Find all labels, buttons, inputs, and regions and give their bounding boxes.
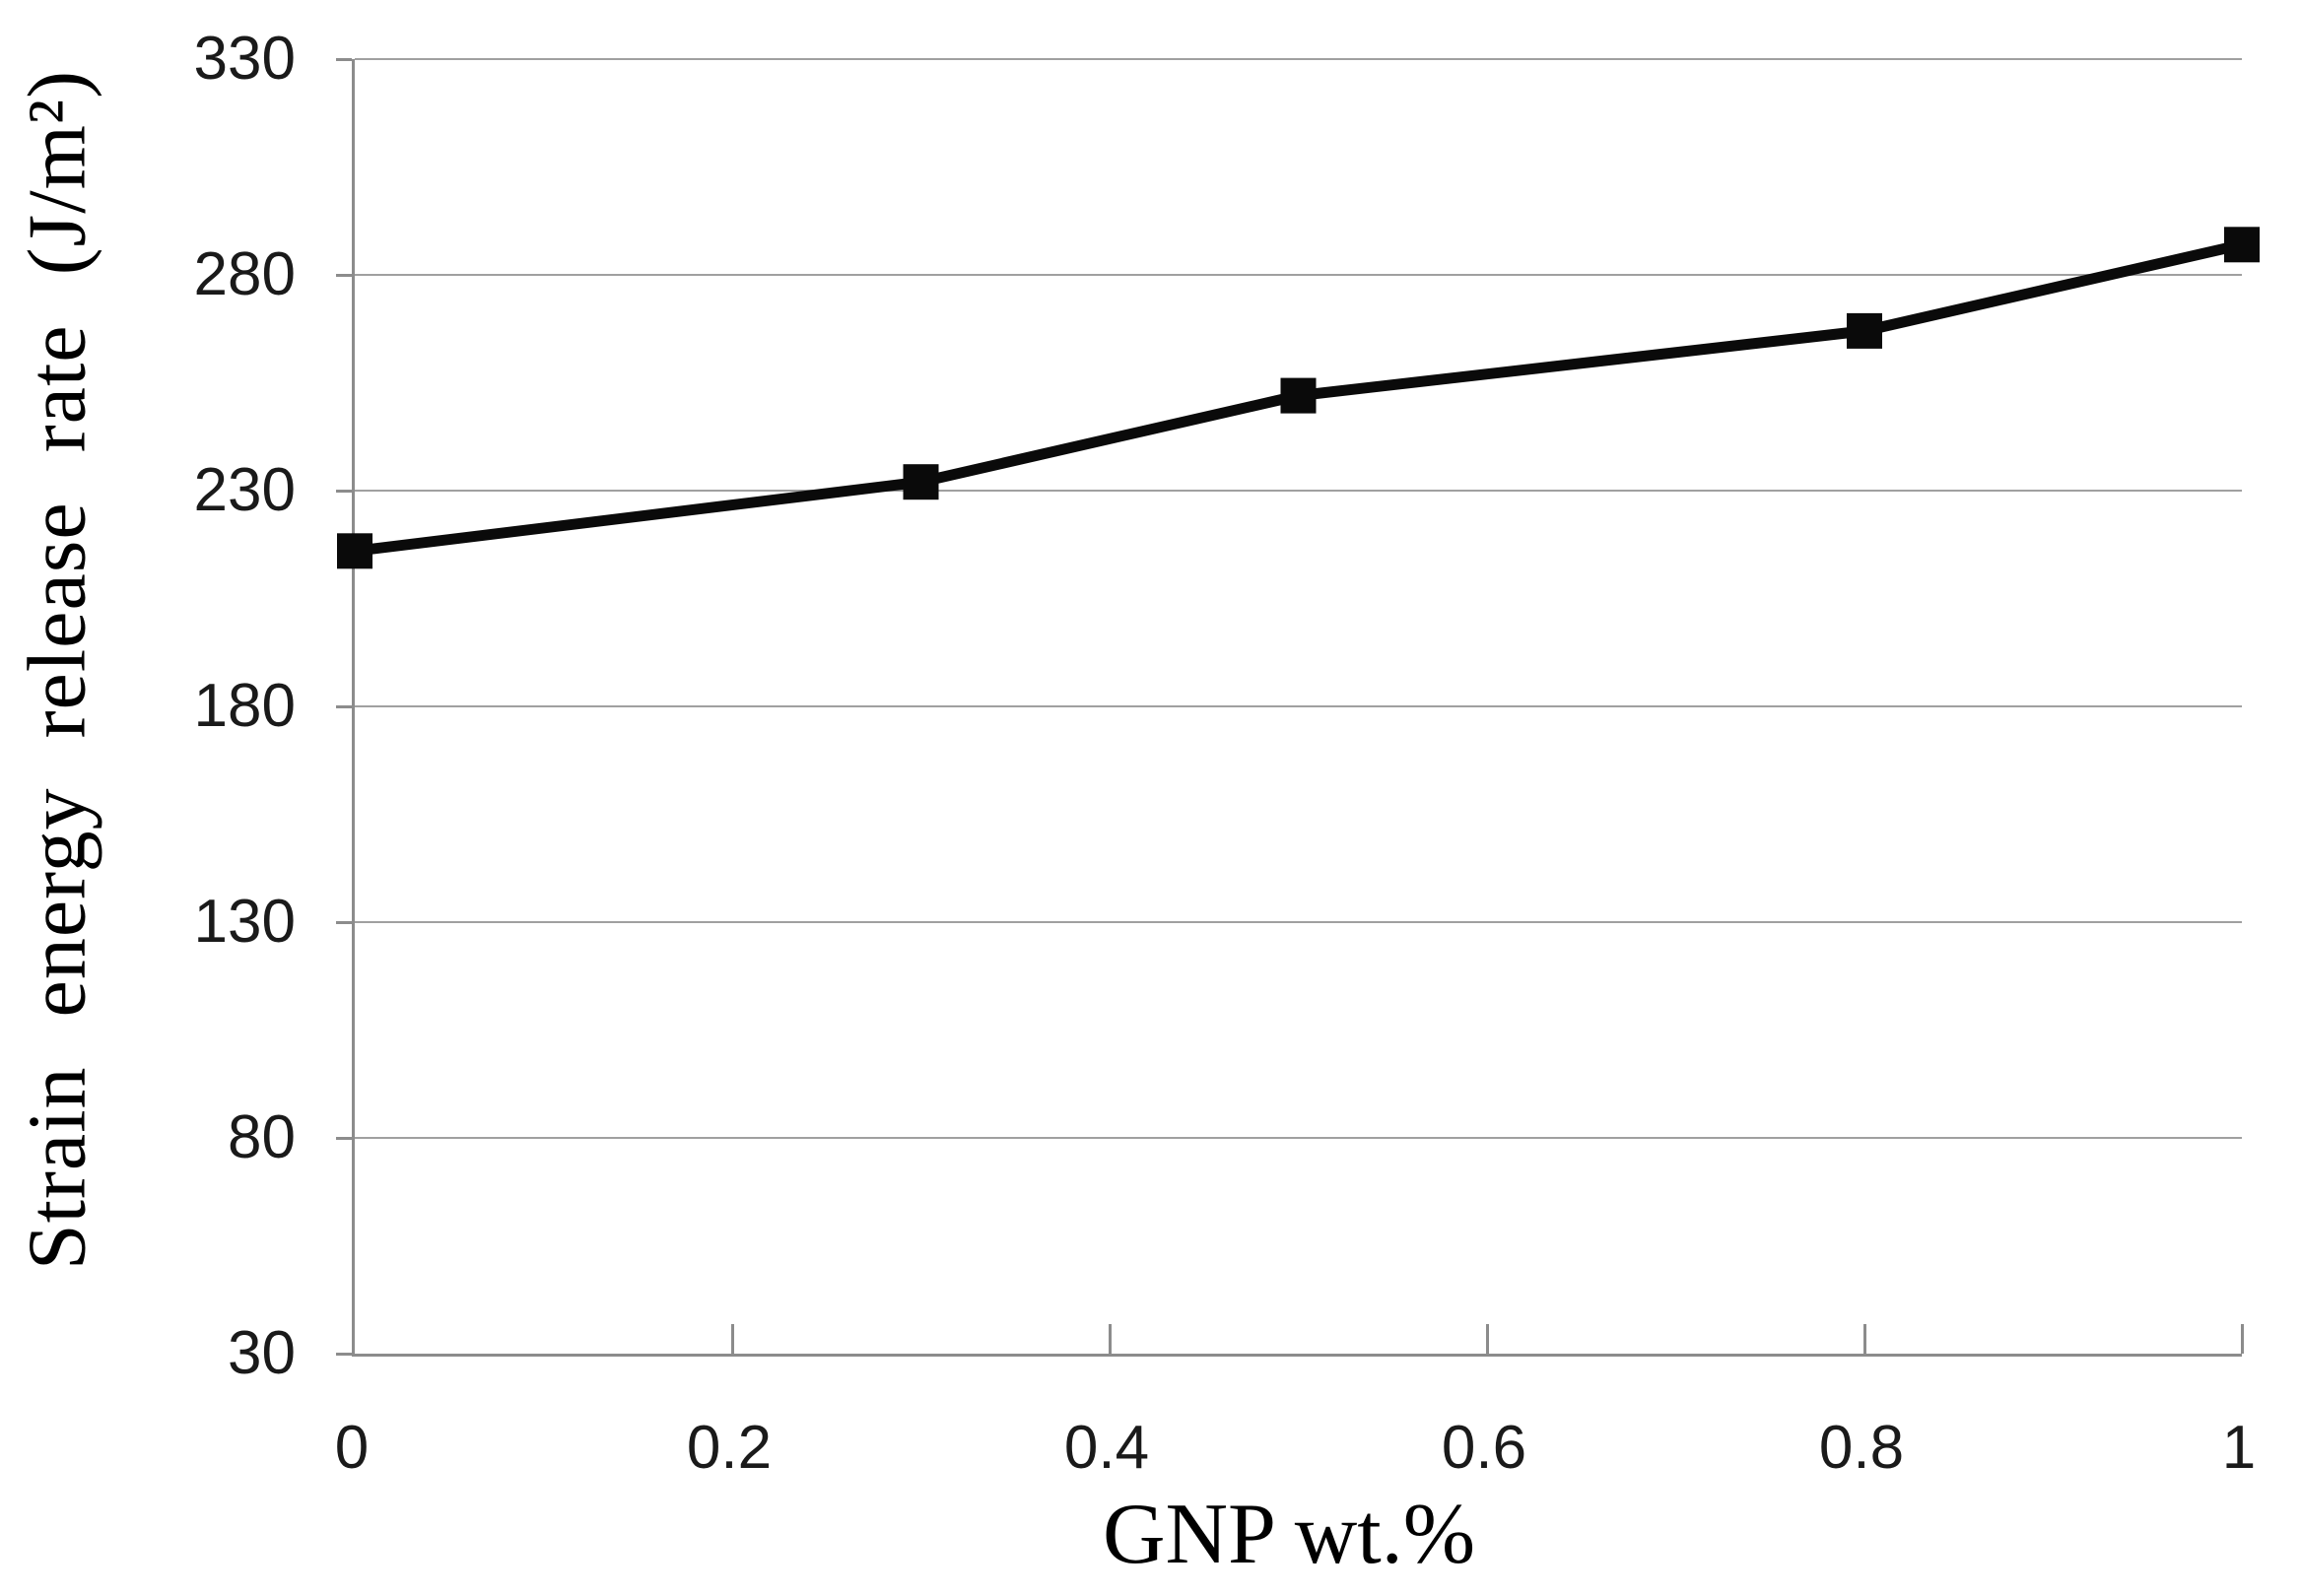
x-tick-label: 0 xyxy=(334,1414,370,1482)
data-point-marker xyxy=(1847,312,1882,349)
data-point-marker xyxy=(337,533,372,569)
x-axis-tick xyxy=(2240,1324,2244,1354)
x-axis-tick xyxy=(1108,1324,1112,1354)
data-point-marker xyxy=(903,464,939,500)
x-tick-label: 0.6 xyxy=(1441,1414,1527,1482)
gridline xyxy=(355,705,2242,707)
y-tick-label: 30 xyxy=(228,1319,296,1387)
y-tick-label: 280 xyxy=(193,240,296,308)
x-axis-tick xyxy=(730,1324,734,1354)
plot-area xyxy=(336,58,2260,1357)
y-tick-label: 80 xyxy=(228,1103,296,1171)
data-point-marker xyxy=(2224,227,2260,263)
gridline xyxy=(355,490,2242,492)
gridline xyxy=(355,1137,2242,1139)
data-point-marker xyxy=(1280,377,1317,414)
y-axis-tick xyxy=(336,490,352,493)
gridline xyxy=(355,58,2242,60)
y-tick-label: 330 xyxy=(193,25,296,93)
y-axis-tick xyxy=(336,1137,352,1140)
data-series-svg xyxy=(337,227,2260,569)
y-tick-label: 230 xyxy=(193,456,296,524)
y-tick-label: 130 xyxy=(193,888,296,956)
gridline xyxy=(355,921,2242,923)
y-axis-tick xyxy=(336,1353,352,1356)
x-axis-tick xyxy=(1862,1324,1866,1354)
gridline xyxy=(355,274,2242,276)
y-axis-tick xyxy=(336,921,352,924)
x-tick-label: 0.4 xyxy=(1063,1414,1150,1482)
x-tick-label: 0.8 xyxy=(1818,1414,1905,1482)
y-axis-tick xyxy=(336,705,352,708)
x-axis-tick xyxy=(1485,1324,1489,1354)
x-axis-title: GNP wt.% xyxy=(1102,1487,1476,1582)
y-tick-label: 180 xyxy=(193,672,296,740)
x-tick-label: 0.2 xyxy=(686,1414,773,1482)
y-axis-tick xyxy=(336,274,352,277)
y-axis-tick xyxy=(336,58,352,61)
x-tick-label: 1 xyxy=(2221,1414,2257,1482)
